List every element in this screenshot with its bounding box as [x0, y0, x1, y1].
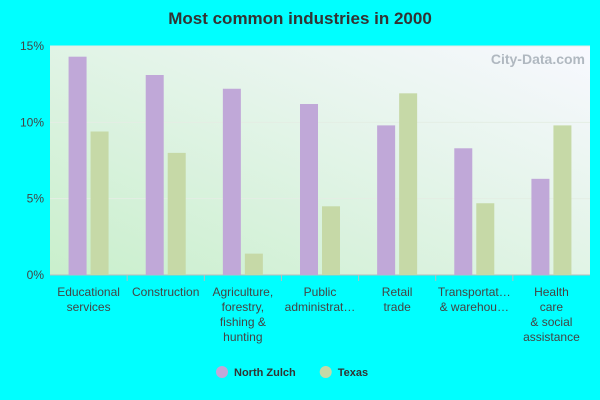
y-tick-label: 0% — [27, 268, 45, 282]
y-tick-label: 15% — [20, 39, 44, 53]
bar — [454, 148, 473, 275]
x-tick-label: Transportat… & warehou… — [438, 285, 511, 314]
y-tick-label: 10% — [20, 115, 44, 129]
x-tick-label: Educational services — [57, 285, 120, 314]
bar — [244, 253, 263, 275]
bar — [476, 203, 495, 275]
legend-label: North Zulch — [234, 367, 296, 379]
bar — [300, 104, 318, 275]
bar — [553, 125, 572, 276]
bar — [377, 125, 396, 276]
bar — [68, 56, 87, 275]
x-tick-label: Retail trade — [382, 285, 413, 314]
bar — [167, 152, 186, 275]
bar — [322, 206, 340, 275]
bar — [90, 131, 109, 275]
bar — [531, 178, 550, 275]
watermark: City-Data.com — [491, 51, 585, 67]
x-tick-label: Construction — [132, 285, 199, 299]
plot-area — [50, 46, 590, 275]
y-tick-label: 5% — [27, 192, 45, 206]
legend-label: Texas — [338, 367, 368, 379]
x-tick-label: Agriculture, forestry, fishing & hunting — [213, 285, 274, 344]
bar — [145, 75, 164, 275]
chart-title: Most common industries in 2000 — [168, 9, 432, 28]
x-tick-label: Public administrat… — [285, 285, 356, 314]
bar — [399, 93, 418, 276]
bar — [222, 88, 241, 275]
legend-marker — [319, 366, 332, 378]
legend-marker — [216, 366, 228, 378]
x-tick-label: Health care & social assistance — [523, 285, 580, 344]
